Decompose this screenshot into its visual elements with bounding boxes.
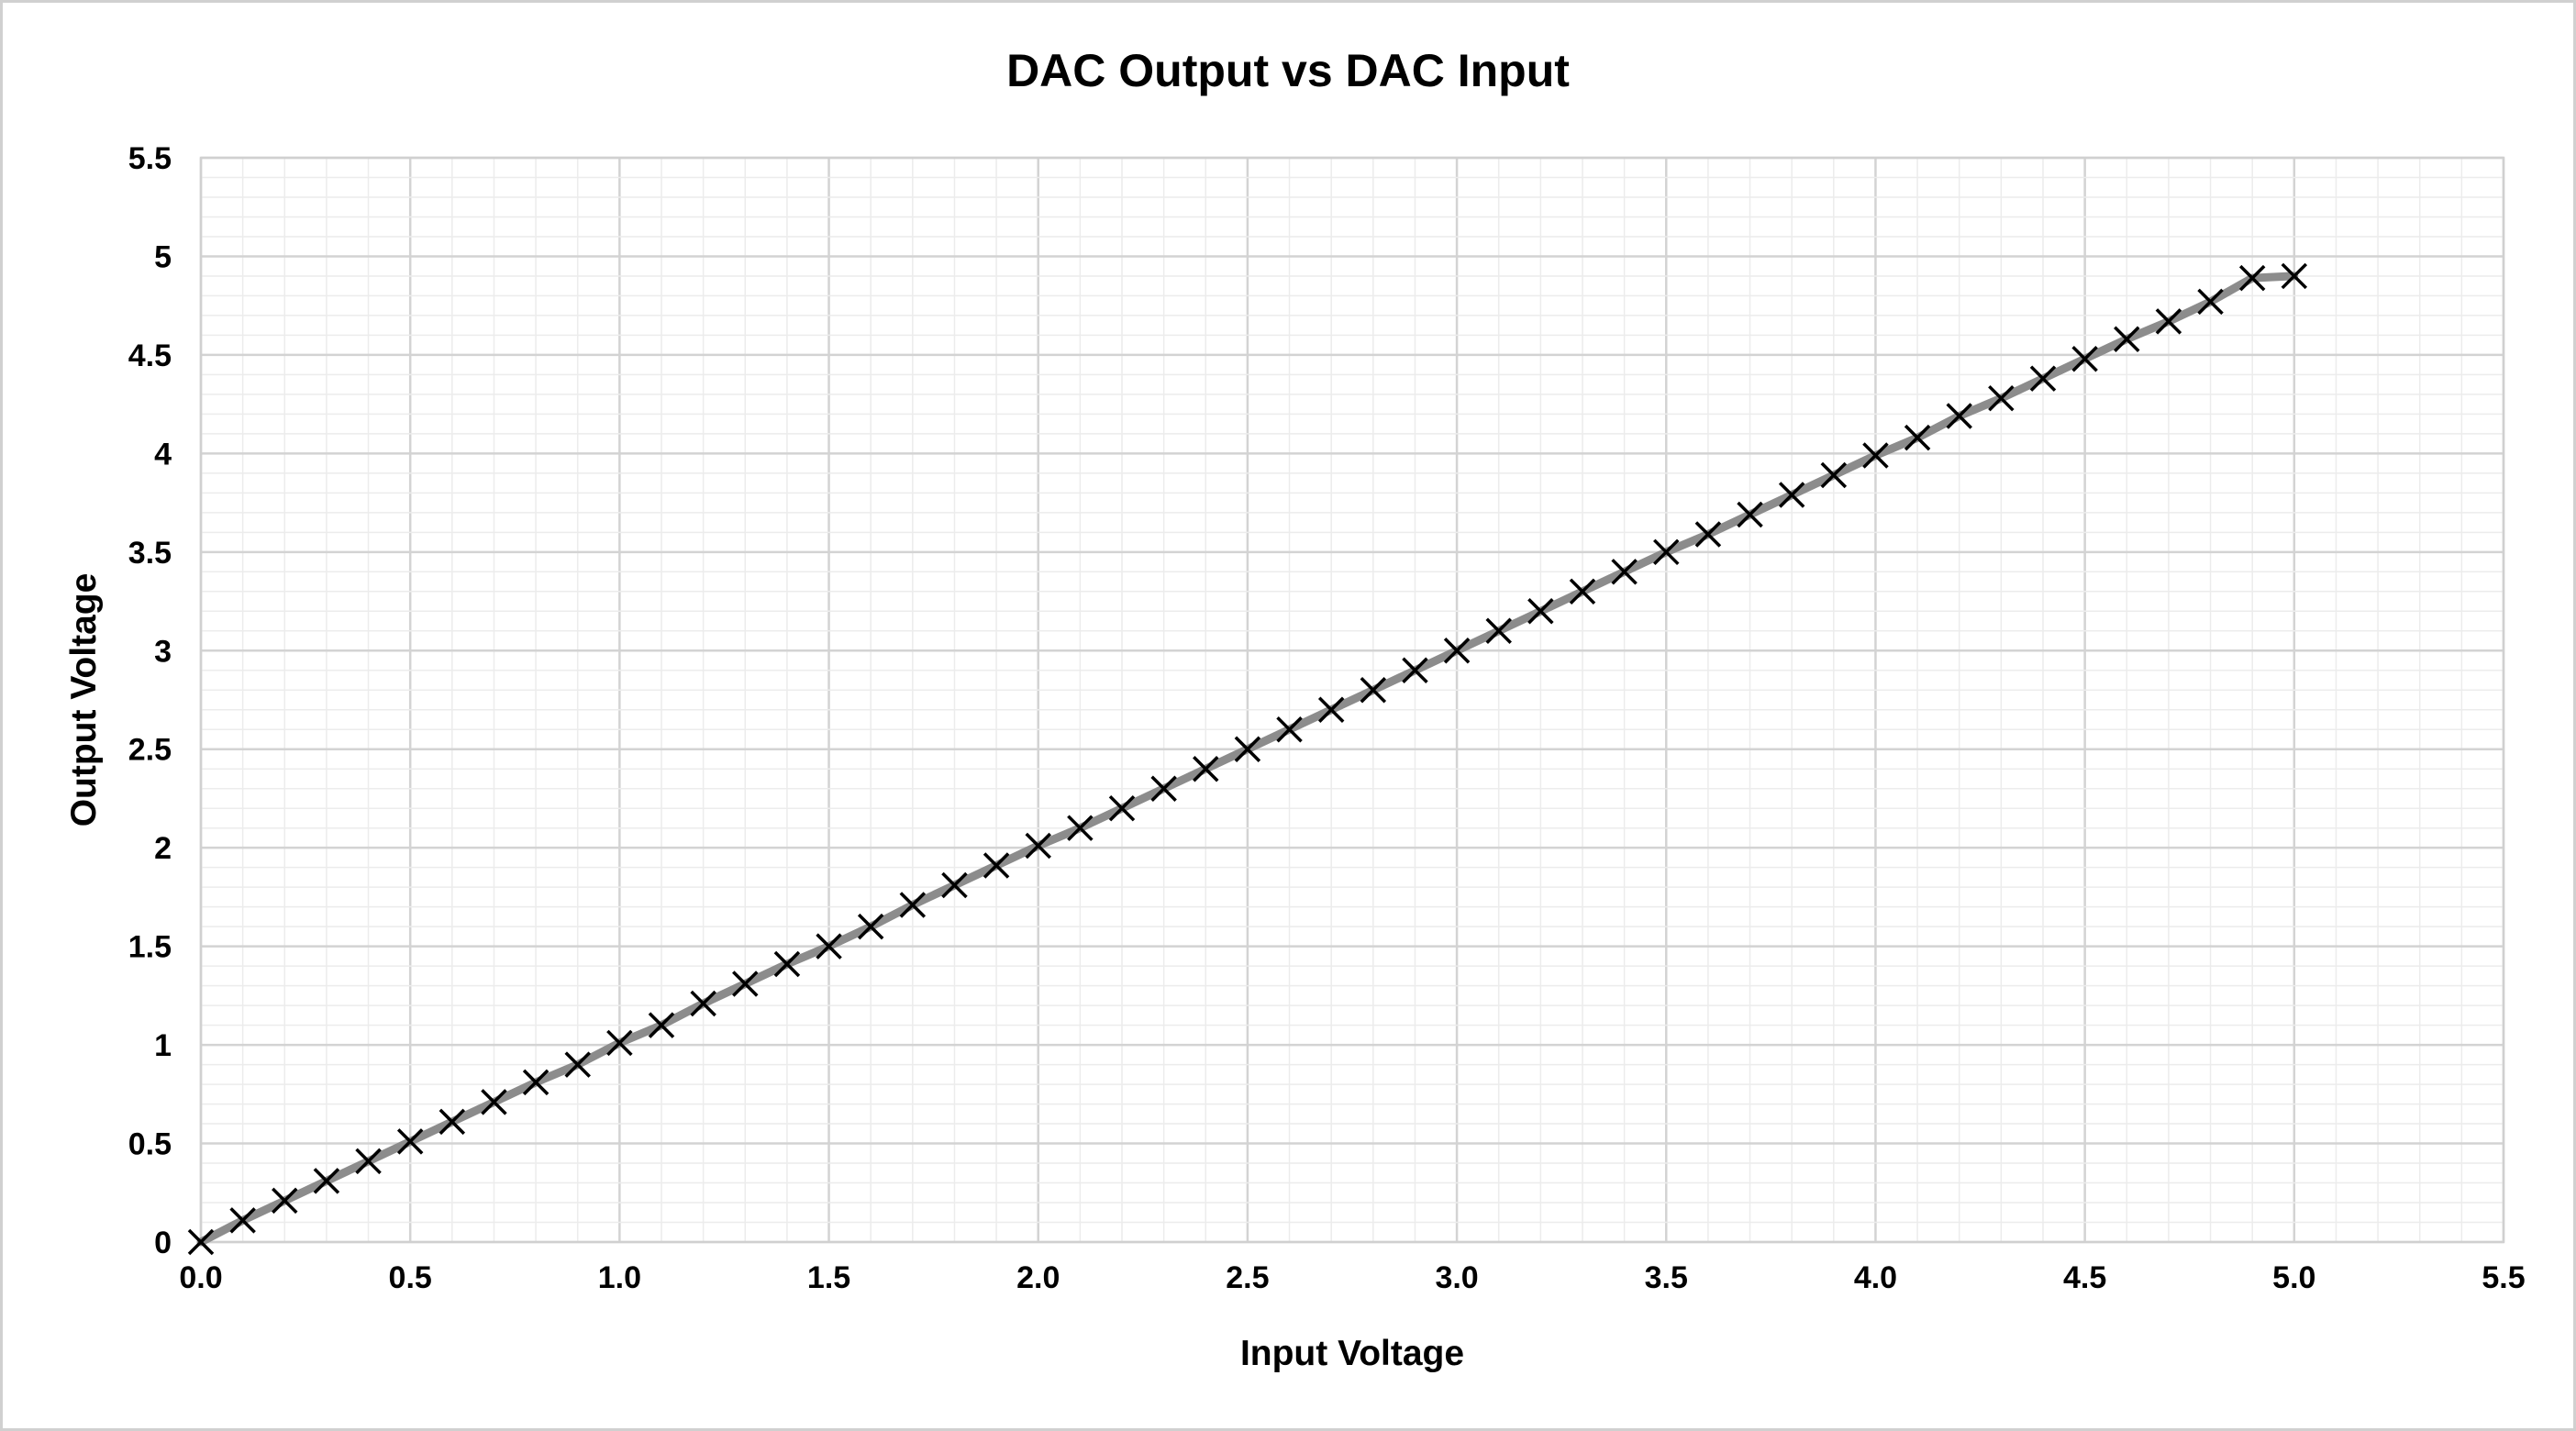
data-point-marker (1485, 617, 1512, 645)
data-point-marker (1025, 832, 1051, 860)
data-point-marker (1820, 461, 1848, 489)
y-axis-title: Output Voltage (64, 573, 104, 827)
data-point-marker (1778, 482, 1805, 508)
y-tick-label: 3 (154, 634, 172, 669)
x-tick-label: 1.5 (807, 1260, 850, 1295)
data-point-marker (2029, 365, 2057, 392)
data-point-marker (1276, 716, 1303, 743)
y-tick-label: 0.5 (128, 1127, 172, 1162)
data-point-marker (690, 990, 716, 1017)
data-point-marker (2071, 345, 2098, 372)
data-point-marker (481, 1089, 507, 1115)
x-axis-tick-labels: 0.0 0.5 1.0 1.5 2.0 2.5 3.0 3.5 4.0 4.5 5.0 5.5 (179, 1260, 2525, 1295)
data-point-marker (1611, 559, 1638, 585)
x-tick-label: 2.5 (1226, 1260, 1269, 1295)
data-point-marker (187, 1228, 215, 1256)
data-series (187, 262, 2308, 1256)
plot-area-border (199, 156, 2505, 1244)
y-tick-label: 2.5 (128, 733, 172, 768)
x-tick-label: 3.5 (1645, 1260, 1688, 1295)
data-point-marker (1443, 638, 1471, 664)
x-tick-label: 0.5 (389, 1260, 432, 1295)
y-tick-label: 5.5 (128, 141, 172, 176)
data-point-marker (2197, 288, 2224, 316)
data-point-marker (773, 950, 801, 978)
data-point-marker (355, 1148, 382, 1175)
x-tick-label: 1.0 (598, 1260, 641, 1295)
data-point-marker (272, 1187, 298, 1215)
y-tick-label: 4.5 (128, 338, 172, 373)
data-point-marker (2238, 264, 2266, 292)
data-point-marker (229, 1207, 256, 1234)
x-tick-label: 5.5 (2482, 1260, 2525, 1295)
data-point-marker (396, 1128, 424, 1155)
gridlines (199, 156, 2505, 1244)
x-tick-label: 4.5 (2063, 1260, 2106, 1295)
data-point-marker (816, 933, 842, 960)
data-point-marker (1067, 815, 1094, 841)
chart-title: DAC Output vs DAC Input (1006, 45, 1570, 96)
data-point-marker (2114, 326, 2140, 352)
data-point-marker (1193, 755, 1219, 782)
data-point-marker (1862, 442, 1889, 469)
x-tick-label: 2.0 (1016, 1260, 1060, 1295)
y-axis-tick-labels: 0 0.5 1 1.5 2 2.5 3 3.5 4 4.5 5 5.5 (128, 141, 172, 1260)
y-tick-label: 2 (154, 831, 172, 866)
data-point-marker (1317, 696, 1345, 723)
data-point-marker (1737, 501, 1763, 528)
y-tick-label: 1.5 (128, 930, 172, 965)
data-point-marker (313, 1168, 340, 1194)
data-point-marker (1569, 578, 1596, 605)
data-point-marker (1904, 424, 1931, 451)
data-point-marker (1527, 598, 1554, 625)
x-tick-label: 5.0 (2272, 1260, 2315, 1295)
data-point-marker (857, 913, 884, 940)
data-point-marker (439, 1108, 466, 1136)
data-point-marker (983, 852, 1010, 879)
data-point-marker (1402, 657, 1428, 684)
y-tick-label: 5 (154, 239, 172, 274)
data-point-marker (732, 971, 759, 997)
data-point-marker (1108, 794, 1136, 822)
y-tick-label: 4 (154, 437, 172, 471)
data-point-marker (1988, 384, 2015, 412)
data-point-marker (941, 871, 968, 899)
data-point-marker (648, 1012, 675, 1038)
data-point-marker (606, 1029, 633, 1057)
data-point-marker (1946, 403, 1972, 429)
y-tick-label: 1 (154, 1028, 172, 1063)
data-point-marker (1150, 775, 1177, 802)
data-point-marker (2155, 308, 2182, 335)
data-point-marker (1653, 538, 1680, 566)
x-tick-label: 3.0 (1435, 1260, 1478, 1295)
data-point-marker (1360, 677, 1387, 704)
data-point-marker (1234, 736, 1261, 762)
data-point-marker (1694, 521, 1722, 548)
x-axis-title: Input Voltage (1240, 1334, 1464, 1373)
data-point-marker (564, 1051, 591, 1078)
y-tick-label: 0 (154, 1226, 172, 1260)
y-tick-label: 3.5 (128, 536, 172, 571)
x-tick-label: 0.0 (179, 1260, 222, 1295)
data-point-marker (522, 1069, 550, 1096)
x-tick-label: 4.0 (1854, 1260, 1897, 1295)
data-point-marker (2281, 262, 2308, 290)
data-point-marker (899, 892, 927, 918)
